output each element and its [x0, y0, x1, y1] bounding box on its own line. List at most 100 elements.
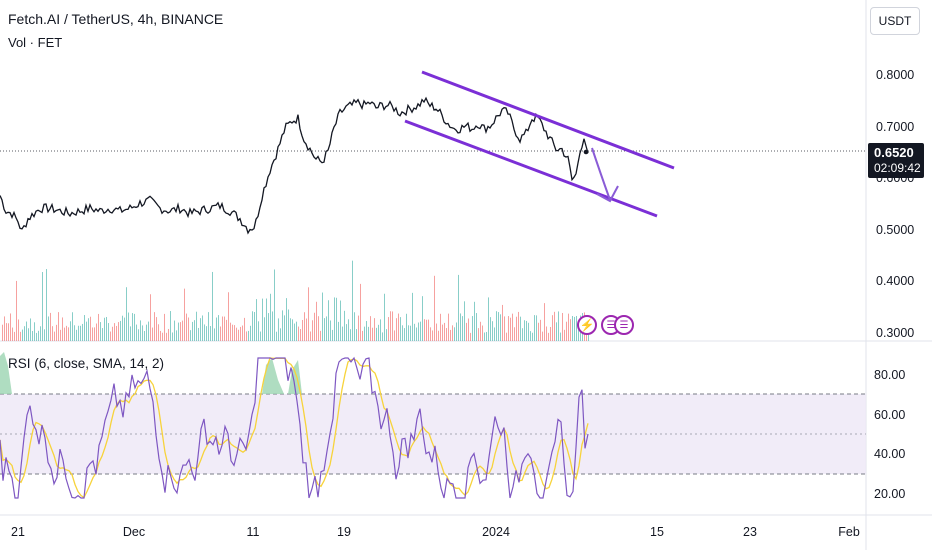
volume-bar: [34, 322, 35, 341]
volume-bar: [146, 324, 147, 341]
volume-bar: [350, 329, 351, 341]
volume-bar: [228, 292, 229, 341]
volume-bar: [30, 318, 31, 341]
time-tick: 15: [650, 525, 664, 539]
volume-bar: [416, 327, 417, 341]
us-flag-icon[interactable]: ☰: [614, 315, 634, 335]
volume-bar: [532, 332, 533, 341]
volume-bar: [456, 322, 457, 341]
volume-bar: [206, 326, 207, 341]
volume-bar: [194, 320, 195, 341]
volume-bar: [36, 332, 37, 341]
price-tick: 0.4000: [876, 274, 915, 288]
volume-bar: [492, 321, 493, 341]
volume-bar: [398, 313, 399, 341]
volume-bar: [362, 330, 363, 341]
rsi-line: [0, 356, 589, 499]
volume-bar: [172, 332, 173, 341]
volume-bar: [48, 316, 49, 341]
volume-bar: [122, 315, 123, 341]
volume-bar: [410, 325, 411, 341]
volume-bar: [542, 331, 543, 341]
volume-bar: [288, 309, 289, 341]
volume-bar: [510, 317, 511, 341]
volume-bar: [458, 274, 459, 341]
volume-bar: [306, 318, 307, 341]
volume-bar: [380, 319, 381, 341]
volume-bar: [244, 317, 245, 341]
volume-bar: [264, 317, 265, 341]
volume-bar: [334, 297, 335, 341]
volume-bar: [52, 326, 53, 341]
volume-bar: [76, 329, 77, 341]
volume-bar: [126, 287, 127, 341]
volume-bar: [474, 301, 475, 341]
forecast-arrow[interactable]: [591, 147, 611, 201]
volume-bar: [434, 275, 435, 341]
volume-bar: [192, 321, 193, 341]
price-tick: 0.3000: [876, 326, 915, 340]
volume-bar: [312, 320, 313, 341]
volume-bar: [298, 326, 299, 341]
volume-bar: [92, 327, 93, 341]
rsi-tick: 80.00: [874, 368, 906, 382]
lightning-icon[interactable]: ⚡: [577, 315, 597, 335]
volume-bar: [160, 330, 161, 341]
volume-bar: [576, 315, 577, 341]
volume-bar: [226, 319, 227, 341]
volume-bar: [404, 328, 405, 341]
rsi-legend[interactable]: RSI (6, close, SMA, 14, 2): [8, 356, 165, 371]
volume-bar: [578, 330, 579, 341]
volume-bar: [208, 312, 209, 341]
volume-bar: [338, 321, 339, 341]
volume-bar: [544, 303, 545, 341]
symbol-title[interactable]: Fetch.AI / TetherUS, 4h, BINANCE: [8, 11, 224, 27]
volume-bar: [534, 315, 535, 341]
currency-button[interactable]: USDT: [870, 7, 920, 35]
volume-bar: [212, 271, 213, 341]
volume-bar: [224, 316, 225, 341]
volume-bar: [438, 330, 439, 341]
volume-bar: [354, 312, 355, 341]
volume-bar: [482, 325, 483, 341]
volume-bar: [162, 332, 163, 341]
volume-bar: [442, 324, 443, 341]
volume-bar: [96, 323, 97, 341]
rsi-tick: 60.00: [874, 408, 906, 422]
volume-bar: [376, 327, 377, 341]
volume-bar: [558, 311, 559, 341]
volume-bar: [154, 312, 155, 341]
volume-bar: [4, 316, 5, 341]
volume-bar: [420, 321, 421, 341]
volume-bar: [186, 313, 187, 341]
volume-bar: [402, 325, 403, 341]
volume-bar: [16, 280, 17, 341]
volume-bar: [290, 318, 291, 341]
price-line: [0, 96, 589, 235]
volume-bar: [430, 327, 431, 341]
volume-bar: [368, 326, 369, 341]
volume-bar: [550, 326, 551, 341]
volume-bar: [322, 292, 323, 341]
volume-bar: [110, 331, 111, 341]
volume-bar: [114, 323, 115, 341]
volume-bar: [564, 329, 565, 341]
volume-bar: [280, 328, 281, 341]
volume-legend[interactable]: Vol · FET: [8, 35, 63, 50]
volume-bar: [500, 314, 501, 341]
volume-bar: [32, 330, 33, 341]
volume-bar: [548, 332, 549, 341]
volume-bar: [174, 320, 175, 341]
volume-bar: [268, 313, 269, 341]
volume-bar: [140, 320, 141, 341]
volume-bar: [220, 326, 221, 341]
volume-bar: [320, 330, 321, 341]
volume-bar: [112, 326, 113, 341]
channel-lower-line[interactable]: [404, 119, 658, 218]
volume-bar: [178, 322, 179, 341]
volume-bar: [432, 330, 433, 341]
channel-upper-line[interactable]: [421, 70, 675, 170]
volume-bar: [180, 322, 181, 341]
volume-bar: [88, 318, 89, 341]
